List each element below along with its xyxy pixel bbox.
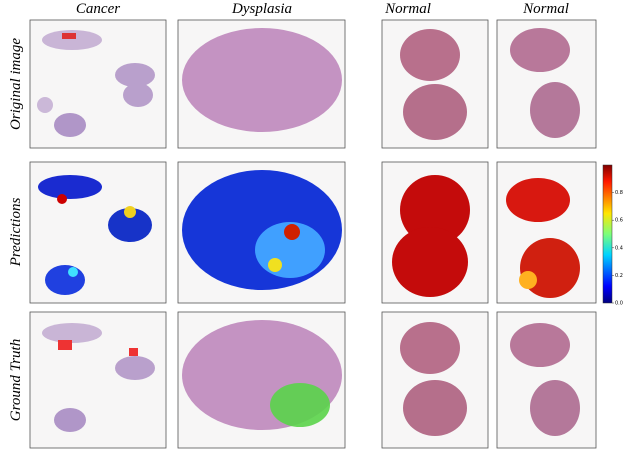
colorbar-tick-label: 0.0: [615, 301, 623, 307]
column-title: Cancer: [76, 1, 120, 17]
row-label: Predictions: [8, 198, 24, 268]
colorbar: [602, 164, 613, 304]
column-title: Normal: [384, 1, 431, 17]
column-title: Dysplasia: [231, 1, 292, 17]
colorbar-tick-label: 0.8: [615, 190, 623, 196]
colorbar-tick-label: 0.4: [615, 245, 623, 251]
panels: [29, 19, 597, 449]
column-title: Normal: [522, 1, 569, 17]
row-label: Ground Truth: [8, 339, 24, 421]
row-label: Original image: [8, 38, 24, 130]
colorbar-tick-label: 0.2: [615, 273, 623, 279]
colorbar-tick-label: 0.6: [615, 218, 623, 224]
